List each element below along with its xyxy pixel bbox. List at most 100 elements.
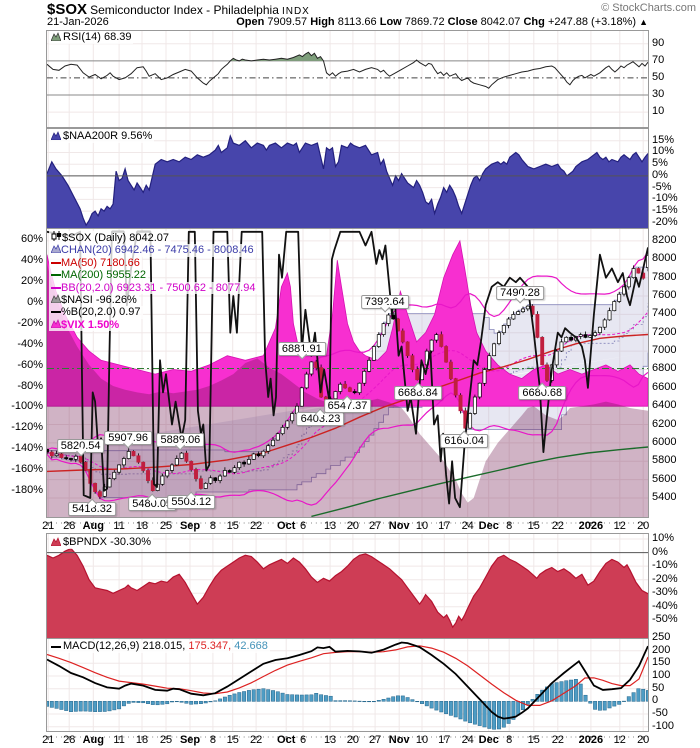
y-axis-label: -5% [652, 180, 672, 193]
price-annotation: 5889.06 [156, 433, 205, 451]
pct-axis-label: -160% [11, 463, 43, 476]
date-tick-label: 20 [346, 734, 360, 746]
y-axis-label: 0 [652, 694, 659, 707]
copyright: © StockCharts.com [601, 2, 696, 14]
date-tick-label: 21 [42, 734, 55, 746]
date-tick-label: Aug [82, 520, 104, 532]
pct-axis-label: 0% [27, 295, 43, 308]
date-tick-label: 11 [113, 734, 125, 746]
date-tick-label: 18 [135, 520, 149, 532]
panel-rsi [46, 30, 649, 128]
date-tick-label: Sep [179, 520, 201, 532]
y-axis-label: -10% [652, 192, 678, 205]
y-axis-label: 6400 [652, 399, 677, 412]
price-annotation: 6881.91 [277, 341, 326, 360]
price-annotation: 7490.28 [496, 286, 544, 304]
y-axis-label: 6800 [652, 362, 677, 375]
y-axis-label: -40% [652, 599, 678, 612]
date-tick-label: 2026 [578, 520, 604, 532]
date-tick-label: 22 [250, 734, 263, 746]
y-axis-label: 7400 [652, 307, 677, 320]
bpndx-title: $BPNDX -30.30% [49, 536, 154, 549]
macd-title: MACD(12,26,9) 218.015, 175.347, 42.668 [49, 640, 270, 653]
date-tick-label: 8 [506, 734, 513, 746]
pct-axis-label: -60% [17, 358, 43, 371]
pct-axis-label: -180% [11, 484, 43, 497]
ma200-line-icon [51, 269, 61, 281]
panel-naa200r [46, 128, 649, 229]
chg-label: Chg [523, 16, 545, 28]
date-tickmarks [46, 522, 649, 526]
y-axis-label: 8000 [652, 252, 677, 265]
date-tick-label: 10 [415, 734, 429, 746]
naa200r-title: $NAA200R 9.56% [49, 130, 155, 143]
price-annotation: 5480.05 [128, 493, 177, 511]
macd-plot [47, 639, 648, 731]
date-axis-middle: 21 28 Aug 11 18 25 Sep 8 15 22 Oct 6 13 20 27 Nov 10 17 24… [0, 517, 700, 533]
high-value: 8113.66 [337, 16, 377, 28]
close-value: 8042.07 [480, 16, 521, 28]
chg-value: +247.88 (+3.18%) [547, 16, 637, 28]
y-axis-label: 0% [652, 168, 668, 181]
date-tick-label: 27 [369, 520, 382, 532]
y-axis-label: 30 [652, 88, 665, 100]
low-value: 7869.72 [404, 16, 445, 28]
date-tick-label: 12 [613, 734, 626, 746]
bpndx-area-icon [50, 537, 62, 549]
date-tick-label: 6 [299, 520, 307, 532]
date-tick-label: 22 [551, 734, 564, 746]
date-tick-label: 28 [63, 520, 76, 532]
date-tick-label: 15 [527, 520, 540, 532]
y-axis-label: 5400 [652, 490, 677, 503]
y-axis-label: -20% [652, 572, 678, 585]
date-tick-label: Sep [179, 734, 201, 746]
pct-axis-label: -100% [11, 400, 43, 413]
y-axis-label: 6000 [652, 435, 677, 448]
y-axis-label: 5600 [652, 472, 677, 485]
y-axis-label: -100 [652, 719, 675, 732]
date-axis-bottom: 21 28 Aug 11 18 25 Sep 8 15 22 Oct 6 13 20 27 Nov 10 17 24… [0, 731, 700, 747]
macd-signal-value: 175.347, [188, 640, 232, 652]
date-tick-label: 27 [369, 734, 382, 746]
chart-header: $SOX Semiconductor Index - Philadelphia … [47, 1, 310, 18]
date-tick-label: 17 [438, 734, 451, 746]
price-annotation: 6160.04 [440, 430, 488, 449]
date-tick-label: 18 [135, 734, 149, 746]
date-tick-label: 11 [113, 520, 125, 532]
date-tick-label: 8 [209, 734, 216, 746]
date-tick-label: 28 [63, 734, 76, 746]
date-tick-label: 12 [613, 520, 626, 532]
legend-sox: $SOX (Daily) 8042.07 [49, 231, 171, 245]
date-tick-label: 20 [637, 520, 650, 532]
naa200r-area-icon [50, 131, 62, 143]
y-axis-label: -20% [652, 215, 678, 228]
rsi-area-icon [50, 32, 62, 44]
y-axis-label: 10% [652, 145, 675, 158]
date-tick-label: Nov [388, 734, 410, 746]
bb-line-icon [51, 282, 61, 294]
legend-vix: $VIX 1.50% [49, 318, 122, 332]
y-axis-label: 7600 [652, 289, 677, 302]
naa200r-plot [47, 129, 648, 228]
price-annotation: 5418.32 [68, 498, 116, 517]
pct-axis-label: -40% [17, 337, 43, 350]
pct-axis-label: -120% [11, 421, 43, 434]
y-axis-label: 5% [652, 157, 668, 170]
y-axis-label: 200 [652, 643, 671, 656]
y-axis-label: 0% [652, 545, 668, 558]
price-annotation: 6547.37 [323, 395, 372, 413]
pct-axis-label: -20% [17, 316, 43, 329]
open-label: Open [236, 16, 265, 28]
y-axis-label: 7200 [652, 325, 677, 338]
date-tick-label: Dec [478, 734, 499, 746]
y-axis-label: -10% [652, 559, 678, 572]
pct-axis-label: 40% [20, 253, 43, 266]
y-axis-label: -30% [652, 586, 678, 599]
high-label: High [310, 16, 335, 28]
y-axis-label: 6600 [652, 380, 677, 393]
date-tick-label: 8 [209, 520, 216, 532]
y-axis-label: 8200 [652, 233, 677, 246]
pctb-line-icon [51, 306, 61, 318]
date-tick-label: 21 [42, 520, 55, 532]
